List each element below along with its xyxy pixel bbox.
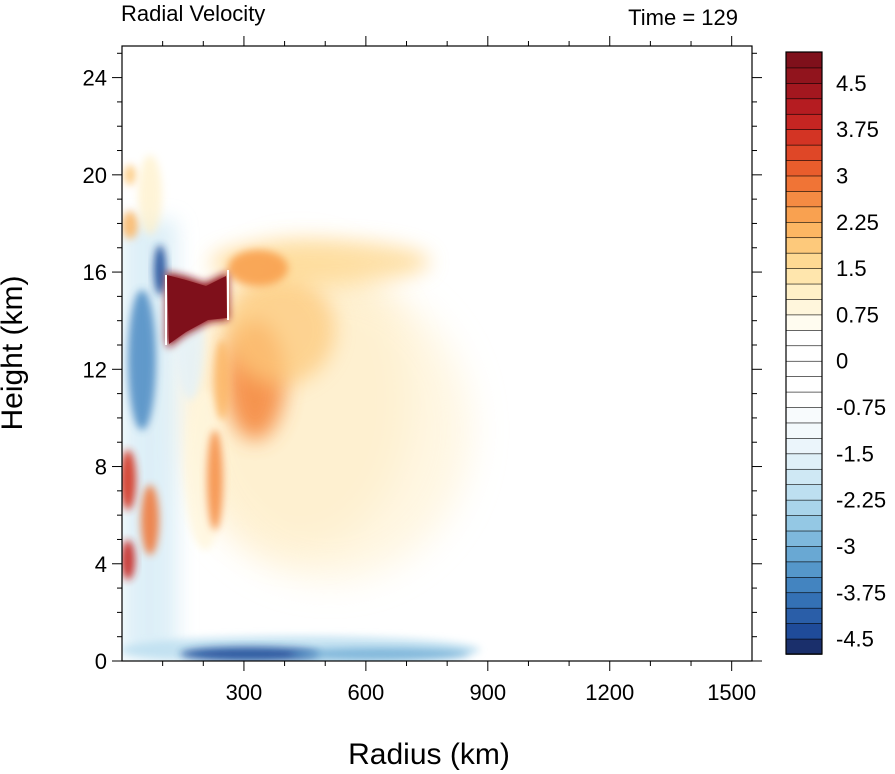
outflow-anvil-upper xyxy=(225,275,335,385)
colorbar-box xyxy=(785,252,823,269)
eyewall-outflow-mid xyxy=(207,430,223,530)
colorbar-box xyxy=(785,545,823,563)
colorbar-label: 3.75 xyxy=(836,117,879,142)
colorbar-frame xyxy=(785,51,823,655)
eye-inflow-upper xyxy=(154,245,166,295)
colorbar-label: -3 xyxy=(836,534,856,559)
y-tick-label: 8 xyxy=(95,455,107,480)
upper-outflow-core xyxy=(167,275,227,344)
y-tick-label: 0 xyxy=(95,649,107,674)
colorbar-box xyxy=(785,422,823,439)
colorbar-box xyxy=(785,67,823,84)
colorbar-box xyxy=(785,344,823,362)
upper-eye-outflow xyxy=(138,155,162,235)
y-tick-label: 12 xyxy=(83,357,107,382)
colorbar-box xyxy=(785,144,823,161)
colorbar-box xyxy=(785,375,823,393)
x-tick-label: 1500 xyxy=(707,680,756,705)
colorbar-label: -4.5 xyxy=(836,627,874,652)
colorbar-box xyxy=(785,591,823,609)
eye-outflow-low xyxy=(122,540,135,580)
boundary-layer-inflow-outer xyxy=(290,648,470,660)
colorbar-label: 3 xyxy=(836,163,848,188)
eye-outflow-lower xyxy=(141,485,159,555)
colorbar-box xyxy=(785,622,823,640)
upper-outflow-plume-core xyxy=(228,250,288,286)
velocity-field xyxy=(122,155,480,661)
x-axis-label: Radius (km) xyxy=(348,738,510,771)
colorbar-box xyxy=(785,175,823,192)
colorbar-box xyxy=(785,128,823,146)
colorbar-box xyxy=(785,206,823,223)
colorbar-box xyxy=(785,638,823,655)
y-tick-label: 4 xyxy=(95,552,107,577)
eye-outflow-upper xyxy=(122,211,138,239)
colorbar-box xyxy=(785,360,823,377)
colorbar-label: -0.75 xyxy=(836,395,886,420)
colorbar-label: -2.25 xyxy=(836,488,886,513)
colorbar-box xyxy=(785,283,823,300)
colorbar-box xyxy=(785,329,823,347)
colorbar-label: -1.5 xyxy=(836,441,874,466)
colorbar-label: 4.5 xyxy=(836,71,867,96)
colorbar-box xyxy=(785,391,823,408)
colorbar-box xyxy=(785,453,823,470)
colorbar-label: 0.75 xyxy=(836,302,879,327)
x-tick-label: 900 xyxy=(469,680,506,705)
colorbar-box xyxy=(785,267,823,285)
colorbar-label: 0 xyxy=(836,349,848,374)
boundary-layer-inflow-core xyxy=(180,647,320,661)
colorbar-label: 2.25 xyxy=(836,210,879,235)
colorbar: 4.5 3.75 3 2.25 1.5 0.75 0 -0.75 -1.5 -2.25 -3 -3.7… xyxy=(785,51,886,655)
colorbar-box xyxy=(785,468,823,486)
colorbar-box xyxy=(785,236,823,254)
colorbar-box xyxy=(785,530,823,547)
eye-outflow-top xyxy=(124,165,136,185)
x-axis: 300 600 900 1200 1500 xyxy=(162,36,756,705)
colorbar-box xyxy=(785,221,823,239)
y-tick-label: 20 xyxy=(83,163,107,188)
y-tick-label: 24 xyxy=(83,66,107,91)
colorbar-box xyxy=(785,159,823,177)
colorbar-box xyxy=(785,514,823,532)
colorbar-box xyxy=(785,607,823,624)
colorbar-box xyxy=(785,437,823,455)
eye-inflow-core xyxy=(128,290,156,430)
x-tick-label: 1200 xyxy=(585,680,634,705)
x-tick-label: 600 xyxy=(348,680,385,705)
colorbar-box xyxy=(785,406,823,424)
colorbar-box xyxy=(785,51,823,69)
x-tick-label: 300 xyxy=(226,680,263,705)
eyewall-outflow-upper xyxy=(214,340,230,420)
colorbar-box xyxy=(785,82,823,100)
colorbar-box xyxy=(785,190,823,208)
plot-frame xyxy=(121,45,753,662)
colorbar-box xyxy=(785,113,823,130)
colorbar-box xyxy=(785,298,823,316)
colorbar-box xyxy=(785,561,823,578)
y-tick-label: 16 xyxy=(83,260,107,285)
colorbar-label: 1.5 xyxy=(836,256,867,281)
colorbar-box xyxy=(785,576,823,594)
colorbar-box xyxy=(785,499,823,516)
eye-outflow-mid xyxy=(122,450,136,510)
colorbar-box xyxy=(785,98,823,115)
time-label: Time = 129 xyxy=(628,5,738,30)
chart-title: Radial Velocity xyxy=(121,1,265,26)
y-axis-label: Height (km) xyxy=(0,275,29,430)
y-axis: 0 4 8 12 16 20 24 xyxy=(83,52,762,674)
colorbar-box xyxy=(785,483,823,501)
colorbar-box xyxy=(785,314,823,331)
colorbar-label: -3.75 xyxy=(836,580,886,605)
